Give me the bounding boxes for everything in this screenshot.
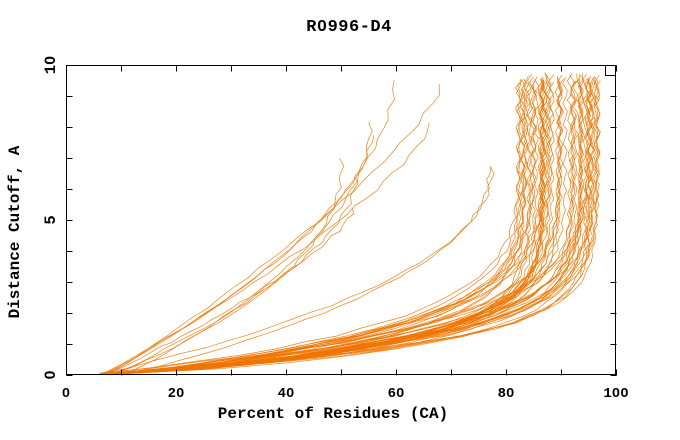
svg-text:100: 100 bbox=[603, 386, 628, 402]
svg-text:10: 10 bbox=[42, 56, 60, 75]
svg-text:80: 80 bbox=[498, 386, 515, 402]
svg-text:R0996-D4: R0996-D4 bbox=[306, 18, 392, 37]
svg-text:5: 5 bbox=[42, 215, 60, 224]
svg-text:20: 20 bbox=[168, 386, 185, 402]
svg-text:60: 60 bbox=[388, 386, 405, 402]
svg-text:0: 0 bbox=[62, 386, 70, 402]
svg-text:40: 40 bbox=[278, 386, 295, 402]
